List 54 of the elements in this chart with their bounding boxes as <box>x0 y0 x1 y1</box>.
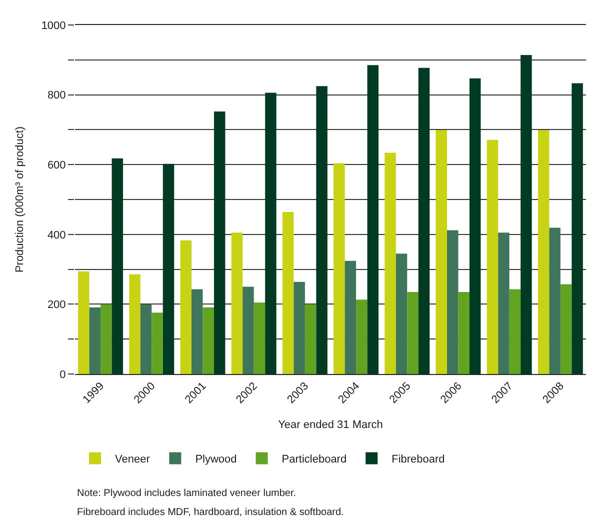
bar <box>100 304 112 374</box>
bar <box>344 260 356 374</box>
bar <box>89 307 101 374</box>
bar <box>152 312 163 374</box>
text: Fibreboard includes MDF, hardboard, insulation & softboard. <box>77 507 344 518</box>
bar <box>231 232 243 374</box>
y-tick-label: 1000 <box>41 20 66 32</box>
bar <box>356 300 368 374</box>
y-tick-label: 400 <box>47 229 66 242</box>
bar <box>520 55 532 374</box>
y-tick-label: 600 <box>47 159 66 172</box>
bar <box>112 158 124 374</box>
bar <box>498 232 510 374</box>
bar <box>202 307 214 374</box>
y-tick-label: 0 <box>60 368 66 381</box>
y-tick-label: 200 <box>47 299 66 312</box>
bar <box>162 164 174 374</box>
bar <box>447 230 458 374</box>
legend-label: Particleboard <box>282 454 347 466</box>
bar <box>316 86 328 374</box>
legend-label: Fibreboard <box>392 454 445 466</box>
bar <box>538 130 550 374</box>
bar <box>396 254 408 374</box>
bar <box>78 271 90 374</box>
bar <box>180 240 192 374</box>
bar <box>407 292 418 374</box>
bar <box>560 284 572 374</box>
bar <box>242 286 254 374</box>
bar <box>418 68 430 374</box>
bar <box>254 302 266 374</box>
bar <box>265 92 276 374</box>
y-axis-title: Production (000m³ of product) <box>14 126 26 273</box>
bar <box>214 112 226 374</box>
bar <box>486 140 498 374</box>
bar <box>282 212 294 374</box>
bar <box>384 152 396 374</box>
bar <box>367 65 379 374</box>
bar <box>140 304 152 374</box>
x-axis-title: Year ended 31 March <box>278 419 383 432</box>
bar <box>304 304 316 374</box>
text: Note: Plywood includes laminated veneer lumber. <box>77 488 296 499</box>
bar <box>458 292 470 374</box>
bar <box>129 274 140 374</box>
bar <box>192 289 203 374</box>
bar <box>572 83 583 374</box>
bar <box>549 228 560 374</box>
bar <box>294 282 305 374</box>
bar <box>509 289 521 374</box>
legend-label: Veneer <box>115 454 150 466</box>
bar <box>469 78 481 374</box>
bar <box>436 130 448 374</box>
y-tick-label: 800 <box>47 90 66 102</box>
bar <box>334 163 345 374</box>
legend-label: Plywood <box>195 454 237 466</box>
